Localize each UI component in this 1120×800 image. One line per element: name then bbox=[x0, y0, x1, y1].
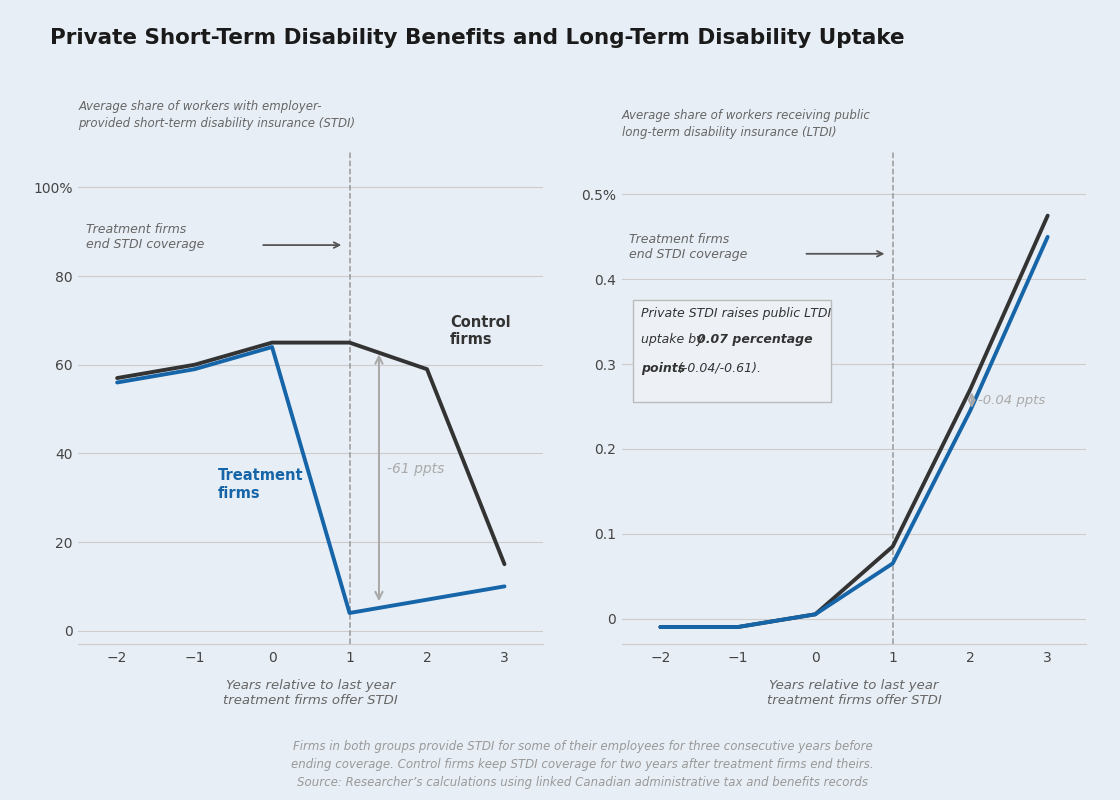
FancyBboxPatch shape bbox=[633, 301, 831, 402]
Text: Average share of workers with employer-
provided short-term disability insurance: Average share of workers with employer- … bbox=[78, 100, 355, 130]
Text: points: points bbox=[641, 362, 685, 374]
Text: uptake by: uptake by bbox=[641, 333, 708, 346]
Text: Treatment
firms: Treatment firms bbox=[217, 468, 304, 501]
Text: Private STDI raises public LTDI: Private STDI raises public LTDI bbox=[641, 307, 831, 320]
Text: Treatment firms
end STDI coverage: Treatment firms end STDI coverage bbox=[86, 223, 205, 251]
Text: Treatment firms
end STDI coverage: Treatment firms end STDI coverage bbox=[629, 233, 748, 261]
Text: -61 ppts: -61 ppts bbox=[386, 462, 445, 476]
X-axis label: Years relative to last year
treatment firms offer STDI: Years relative to last year treatment fi… bbox=[223, 679, 399, 707]
Text: (-0.04/-0.61).: (-0.04/-0.61). bbox=[673, 362, 760, 374]
Text: Control
firms: Control firms bbox=[450, 314, 511, 347]
Text: Private Short-Term Disability Benefits and Long-Term Disability Uptake: Private Short-Term Disability Benefits a… bbox=[50, 28, 905, 48]
Text: 0.07 percentage: 0.07 percentage bbox=[697, 333, 812, 346]
X-axis label: Years relative to last year
treatment firms offer STDI: Years relative to last year treatment fi… bbox=[766, 679, 942, 707]
Text: Average share of workers receiving public
long-term disability insurance (LTDI): Average share of workers receiving publi… bbox=[622, 110, 870, 139]
Text: -0.04 ppts: -0.04 ppts bbox=[978, 394, 1045, 406]
Text: Firms in both groups provide STDI for some of their employees for three consecut: Firms in both groups provide STDI for so… bbox=[291, 740, 874, 789]
